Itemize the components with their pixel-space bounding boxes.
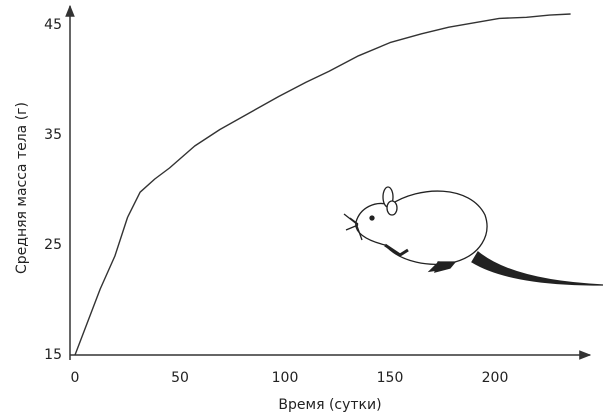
x-tick-label: 0 [71, 370, 80, 386]
y-axis-label: Средняя масса тела (г) [14, 102, 30, 274]
x-tick-label: 200 [482, 370, 509, 386]
y-tick-label: 15 [44, 347, 62, 363]
x-tick-label: 150 [377, 370, 404, 386]
y-tick-label: 45 [44, 17, 62, 33]
mouse-illustration [343, 186, 604, 286]
x-tick-label: 100 [272, 370, 299, 386]
y-tick-label: 35 [44, 127, 62, 143]
data-line [74, 13, 571, 356]
y-tick-label: 25 [44, 237, 62, 253]
x-tick-label: 50 [171, 370, 189, 386]
x-axis-label: Время (сутки) [278, 397, 381, 413]
